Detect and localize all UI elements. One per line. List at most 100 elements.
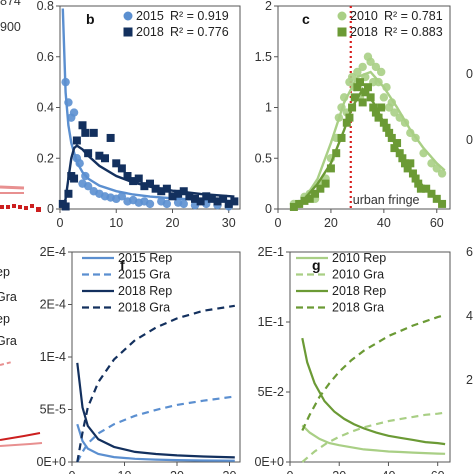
edge-legend-text-3: ep xyxy=(0,312,10,326)
data-point-2018 xyxy=(406,159,415,168)
panel-label-g: g xyxy=(312,257,321,273)
y-tick-label: 2E-4 xyxy=(40,298,66,312)
edge-legend-text-2: Gra xyxy=(0,290,17,304)
y-tick-label: 0.2 xyxy=(37,151,54,165)
x-tick-label: 20 xyxy=(332,469,346,474)
series-line-2010-gra xyxy=(301,411,446,463)
y-tick-label: 1E-4 xyxy=(40,350,66,364)
data-point-2018 xyxy=(219,194,228,203)
data-point-2015 xyxy=(117,192,127,201)
legend-label: 2010 Rep xyxy=(332,251,386,265)
y-tick-label: 1.5 xyxy=(255,50,272,64)
data-point-2018 xyxy=(70,174,79,183)
right-edge-fragments: 0. 0. 6 4 2 xyxy=(466,67,474,387)
legend-f: 2015 Rep 2015 Gra 2018 Rep 2018 Gra xyxy=(82,251,172,315)
legend-label: 2018 Gra xyxy=(332,301,384,315)
x-tick-label: 10 xyxy=(118,469,132,474)
data-point-2018 xyxy=(363,83,372,92)
legend-label: 2018 Rep xyxy=(118,284,172,298)
series-line-2010-rep xyxy=(301,424,446,455)
data-point-2018 xyxy=(414,179,423,188)
panel-label-c: c xyxy=(302,11,310,27)
data-point-2018 xyxy=(393,139,402,148)
data-point-2010 xyxy=(390,108,399,117)
data-point-2018 xyxy=(61,202,70,211)
edge-legend-text-1: ep xyxy=(0,265,10,279)
data-point-2018 xyxy=(350,93,359,102)
legend-label: 2018 Rep xyxy=(332,284,386,298)
y-tick-label: 2E-1 xyxy=(258,245,284,259)
legend-b: 2015 R² = 0.919 2018 R² = 0.776 xyxy=(123,9,229,39)
edge-text-bottom-right-1: 6 xyxy=(466,245,473,259)
fit-line-2010 xyxy=(290,70,446,210)
data-point-2010 xyxy=(358,62,367,72)
data-point-2018 xyxy=(326,164,335,173)
legend-stat: R² = 0.781 xyxy=(384,9,443,23)
data-point-2018 xyxy=(371,108,380,117)
y-tick-label: 5E-5 xyxy=(40,403,66,417)
data-point-2018 xyxy=(356,78,365,87)
x-tick-label: 40 xyxy=(382,469,396,474)
data-point-2018 xyxy=(332,149,341,158)
data-point-2015 xyxy=(179,199,188,209)
legend-label: 2010 Gra xyxy=(332,268,384,282)
legend-label: 2015 Gra xyxy=(118,268,170,282)
legend-stat: R² = 0.919 xyxy=(170,9,229,23)
data-point-2018 xyxy=(84,149,93,158)
data-point-2018 xyxy=(168,192,177,201)
data-point-2018 xyxy=(358,98,367,107)
data-point-2018 xyxy=(230,197,239,206)
data-point-2018 xyxy=(213,197,222,206)
data-point-2018 xyxy=(207,194,216,203)
y-tick-label: 0.6 xyxy=(37,50,54,64)
edge-legend-text-4: Gra xyxy=(0,334,17,348)
x-tick-label: 40 xyxy=(377,216,391,230)
x-tick-label: 30 xyxy=(223,469,237,474)
y-tick-label: 0 xyxy=(265,202,272,216)
data-point-2018 xyxy=(81,128,90,137)
data-point-2018 xyxy=(374,113,383,122)
x-tick-label: 0 xyxy=(275,216,282,230)
data-point-2018 xyxy=(123,172,132,181)
data-point-2018 xyxy=(353,83,362,92)
data-point-2018 xyxy=(146,179,154,188)
legend-label: 2018 Gra xyxy=(118,301,170,315)
data-point-2018 xyxy=(134,174,143,183)
data-point-2018 xyxy=(202,192,211,201)
y-tick-label: 0E+0 xyxy=(36,455,66,469)
legend-stat: R² = 0.776 xyxy=(170,25,229,39)
y-tick-label: 0.8 xyxy=(37,0,54,13)
chart-panel-f: 0E+05E-51E-42E-42E-40102030f2015 Rep2015… xyxy=(36,245,241,474)
data-point-2018 xyxy=(416,184,425,193)
data-point-2010 xyxy=(379,93,389,102)
data-point-2018 xyxy=(305,194,314,203)
legend-label: 2015 xyxy=(136,9,164,23)
series-line-2018-gra xyxy=(301,313,446,431)
data-point-2018 xyxy=(438,199,447,208)
edge-text-top-left-1: 874 xyxy=(0,0,21,8)
x-tick-label: 30 xyxy=(222,216,236,230)
data-point-2018 xyxy=(72,136,81,145)
x-tick-label: 20 xyxy=(324,216,338,230)
y-tick-label: 1E-1 xyxy=(258,315,284,329)
y-tick-label: 0.5 xyxy=(255,151,272,165)
data-point-2018 xyxy=(390,144,399,153)
data-point-2010 xyxy=(347,72,357,82)
data-point-2018 xyxy=(174,189,183,198)
data-point-2015 xyxy=(162,199,172,209)
data-point-2018 xyxy=(78,121,87,130)
legend-label: 2010 xyxy=(350,9,378,23)
x-tick-label: 20 xyxy=(166,216,180,230)
data-point-2018 xyxy=(196,197,205,206)
data-point-2018 xyxy=(157,187,166,196)
x-tick-label: 0 xyxy=(69,469,76,474)
series-line-2018-gra xyxy=(76,304,235,463)
data-point-2010 xyxy=(366,57,375,67)
x-tick-label: 20 xyxy=(170,469,184,474)
legend-marker-circle xyxy=(337,11,347,21)
y-tick-label: 2 xyxy=(265,0,272,13)
edge-text-bottom-right-3: 2 xyxy=(466,373,473,387)
data-point-2018 xyxy=(89,128,98,137)
legend-label: 2018 xyxy=(136,25,164,39)
